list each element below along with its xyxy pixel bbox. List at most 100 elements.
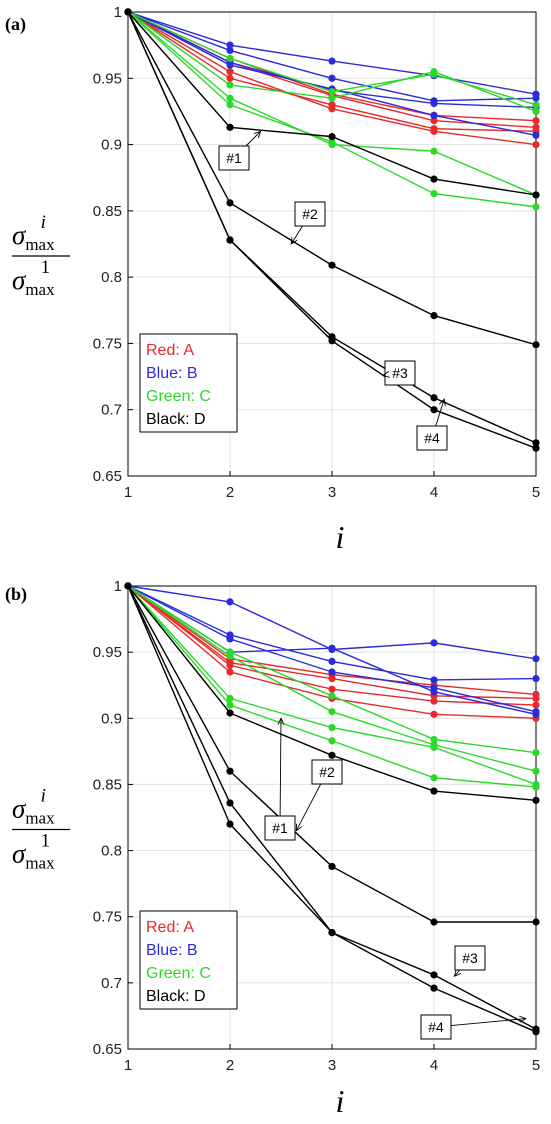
data-point-c <box>328 95 335 102</box>
data-point-b <box>226 47 233 54</box>
y-tick-label: 1 <box>114 4 122 21</box>
data-point-a <box>226 75 233 82</box>
data-point-d <box>226 709 233 716</box>
data-point-c <box>328 724 335 731</box>
annotation-4: #4 <box>421 1015 526 1039</box>
data-point-b <box>328 668 335 675</box>
data-point-c <box>430 148 437 155</box>
data-point-c <box>532 768 539 775</box>
y-tick-label: 0.95 <box>93 70 122 87</box>
data-point-b <box>430 639 437 646</box>
y-tick-label: 0.7 <box>101 975 122 992</box>
x-axis-title: i <box>336 519 345 555</box>
y-tick-label: 0.8 <box>101 843 122 860</box>
y-tick-label: 0.85 <box>93 776 122 793</box>
data-point-b <box>226 635 233 642</box>
data-point-d <box>430 985 437 992</box>
data-point-a <box>532 141 539 148</box>
x-tick-label: 5 <box>532 1057 540 1074</box>
data-point-b <box>430 676 437 683</box>
panel-label: (a) <box>5 14 26 35</box>
data-point-d <box>532 191 539 198</box>
data-point-c <box>532 203 539 210</box>
annotation-arrow-line <box>296 784 320 831</box>
data-point-a <box>328 686 335 693</box>
data-point-d <box>532 918 539 925</box>
x-tick-label: 3 <box>328 1057 336 1074</box>
legend-entry-1: Red: A <box>146 919 194 936</box>
annotation-label: #1 <box>226 150 242 166</box>
data-point-d <box>532 797 539 804</box>
y-axis-title-denominator: σmax1 <box>12 257 55 299</box>
data-point-d <box>124 8 131 15</box>
data-point-d <box>532 1028 539 1035</box>
annotation-arrow-line <box>280 718 281 816</box>
data-point-d <box>532 445 539 452</box>
x-tick-label: 1 <box>124 484 132 501</box>
annotation-label: #1 <box>272 820 288 836</box>
legend-entry-4: Black: D <box>146 988 206 1005</box>
data-point-c <box>226 81 233 88</box>
data-point-d <box>328 929 335 936</box>
data-point-d <box>328 337 335 344</box>
annotation-label: #3 <box>462 950 478 966</box>
data-point-c <box>430 190 437 197</box>
data-point-d <box>430 918 437 925</box>
panel-label: (b) <box>5 584 27 605</box>
data-point-b <box>328 57 335 64</box>
y-tick-label: 0.8 <box>101 269 122 286</box>
y-tick-label: 0.7 <box>101 402 122 419</box>
data-point-d <box>430 971 437 978</box>
data-point-d <box>226 236 233 243</box>
data-point-c <box>532 108 539 115</box>
x-tick-label: 4 <box>430 484 438 501</box>
data-point-d <box>430 312 437 319</box>
annotation-1: #1 <box>219 131 261 170</box>
legend-entry-2: Blue: B <box>146 365 198 382</box>
data-point-b <box>532 655 539 662</box>
data-point-a <box>430 711 437 718</box>
data-point-d <box>226 821 233 828</box>
data-point-a <box>532 691 539 698</box>
data-point-c <box>430 744 437 751</box>
legend-entry-3: Green: C <box>146 965 211 982</box>
data-point-b <box>328 645 335 652</box>
data-point-d <box>532 341 539 348</box>
data-point-c <box>430 774 437 781</box>
data-point-b <box>532 132 539 139</box>
annotation-label: #3 <box>392 365 408 381</box>
data-point-a <box>226 68 233 75</box>
data-point-d <box>430 406 437 413</box>
data-point-d <box>328 133 335 140</box>
x-tick-label: 2 <box>226 1057 234 1074</box>
data-point-a <box>328 101 335 108</box>
x-tick-label: 3 <box>328 484 336 501</box>
annotation-label: #4 <box>428 1019 444 1035</box>
y-tick-label: 0.9 <box>101 710 122 727</box>
y-tick-label: 0.65 <box>93 1041 122 1058</box>
x-axis-title: i <box>336 1083 345 1119</box>
legend-entry-2: Blue: B <box>146 942 198 959</box>
data-point-c <box>226 701 233 708</box>
data-point-b <box>532 675 539 682</box>
data-point-c <box>532 783 539 790</box>
data-point-b <box>430 112 437 119</box>
data-point-c <box>328 708 335 715</box>
data-point-c <box>430 71 437 78</box>
data-point-c <box>532 101 539 108</box>
data-point-d <box>226 799 233 806</box>
x-tick-label: 4 <box>430 1057 438 1074</box>
data-point-b <box>226 61 233 68</box>
data-point-b <box>328 658 335 665</box>
data-point-c <box>532 749 539 756</box>
y-tick-label: 0.95 <box>93 644 122 661</box>
annotation-label: #2 <box>302 206 318 222</box>
data-point-c <box>226 95 233 102</box>
data-point-d <box>430 394 437 401</box>
y-tick-label: 0.85 <box>93 203 122 220</box>
y-tick-label: 1 <box>114 578 122 595</box>
